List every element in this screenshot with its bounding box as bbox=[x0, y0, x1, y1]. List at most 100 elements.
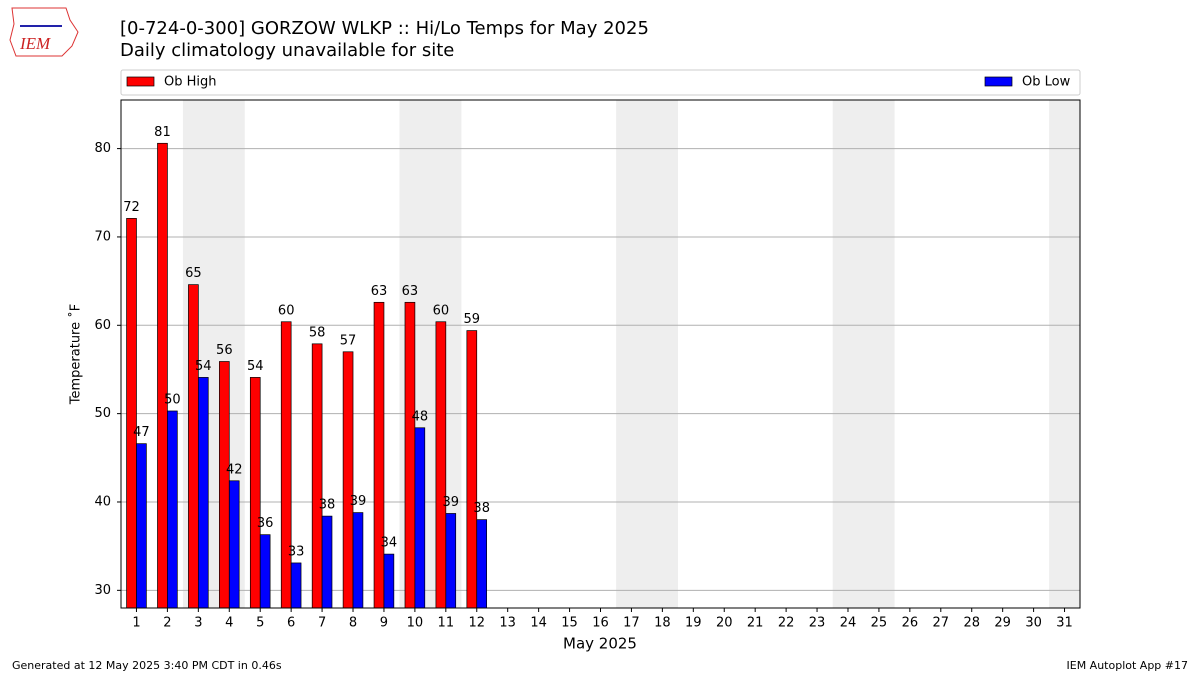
x-tick-label: 6 bbox=[287, 616, 295, 631]
x-tick-label: 15 bbox=[561, 616, 578, 631]
plot-frame bbox=[120, 99, 1081, 609]
x-tick-label: 31 bbox=[1056, 616, 1073, 631]
data-label: 54 bbox=[195, 359, 212, 374]
bar bbox=[290, 562, 302, 609]
legend bbox=[120, 69, 1081, 96]
y-tick-label: 40 bbox=[94, 494, 111, 509]
bar bbox=[466, 330, 478, 609]
data-label: 38 bbox=[473, 501, 490, 516]
bar bbox=[321, 515, 333, 609]
bar bbox=[188, 284, 199, 609]
x-tick-label: 11 bbox=[438, 616, 455, 631]
data-label: 65 bbox=[185, 266, 202, 281]
x-tick-label: 26 bbox=[902, 616, 919, 631]
bar bbox=[342, 351, 354, 609]
data-label: 58 bbox=[309, 325, 326, 340]
data-label: 33 bbox=[288, 544, 305, 559]
x-tick-label: 16 bbox=[592, 616, 609, 631]
data-label: 63 bbox=[402, 284, 419, 299]
x-tick-label: 27 bbox=[933, 616, 950, 631]
x-tick-label: 4 bbox=[225, 616, 233, 631]
bar bbox=[219, 361, 230, 609]
bar bbox=[414, 427, 426, 609]
data-label: 81 bbox=[154, 125, 171, 140]
x-tick-label: 30 bbox=[1025, 616, 1042, 631]
data-label: 54 bbox=[247, 359, 264, 374]
data-label: 39 bbox=[350, 494, 367, 509]
bar bbox=[476, 519, 488, 609]
bar bbox=[259, 534, 271, 609]
x-tick-label: 14 bbox=[530, 616, 547, 631]
y-tick-label: 50 bbox=[94, 406, 111, 421]
data-label: 48 bbox=[412, 409, 429, 424]
bar bbox=[136, 443, 147, 609]
bar bbox=[228, 480, 240, 609]
x-tick-label: 28 bbox=[963, 616, 980, 631]
x-tick-label: 13 bbox=[499, 616, 516, 631]
x-tick-label: 25 bbox=[871, 616, 888, 631]
x-tick-label: 20 bbox=[716, 616, 733, 631]
data-label: 72 bbox=[123, 200, 140, 215]
data-label: 59 bbox=[464, 312, 481, 327]
data-label: 57 bbox=[340, 333, 357, 348]
x-tick-label: 29 bbox=[994, 616, 1011, 631]
legend-label: Ob Low bbox=[1022, 75, 1071, 90]
y-tick-label: 30 bbox=[94, 583, 111, 598]
legend-swatch bbox=[984, 76, 1013, 87]
x-tick-label: 21 bbox=[747, 616, 764, 631]
x-tick-label: 12 bbox=[468, 616, 485, 631]
x-tick-label: 17 bbox=[623, 616, 640, 631]
legend-label: Ob High bbox=[164, 75, 217, 90]
y-tick-label: 80 bbox=[94, 141, 111, 156]
data-label: 50 bbox=[164, 392, 181, 407]
bar bbox=[352, 512, 364, 609]
data-label: 63 bbox=[371, 284, 388, 299]
x-tick-label: 10 bbox=[407, 616, 424, 631]
x-tick-label: 2 bbox=[163, 616, 171, 631]
bar bbox=[157, 142, 168, 609]
bar bbox=[311, 343, 323, 609]
x-tick-label: 19 bbox=[685, 616, 702, 631]
bar bbox=[445, 513, 457, 609]
x-tick-label: 3 bbox=[194, 616, 202, 631]
x-tick-label: 5 bbox=[256, 616, 264, 631]
bar bbox=[383, 553, 395, 609]
svg-text:IEM: IEM bbox=[19, 34, 51, 53]
bar bbox=[435, 321, 447, 609]
data-label: 56 bbox=[216, 343, 233, 358]
footer-left: Generated at 12 May 2025 3:40 PM CDT in … bbox=[12, 659, 282, 672]
x-tick-label: 9 bbox=[380, 616, 388, 631]
x-axis-label: May 2025 bbox=[563, 635, 637, 653]
x-tick-label: 1 bbox=[132, 616, 140, 631]
data-label: 60 bbox=[278, 303, 295, 318]
data-label: 42 bbox=[226, 462, 243, 477]
data-label: 34 bbox=[381, 536, 398, 551]
bar bbox=[280, 321, 292, 609]
bar bbox=[249, 377, 261, 609]
data-label: 39 bbox=[442, 495, 459, 510]
footer-right: IEM Autoplot App #17 bbox=[1067, 659, 1189, 672]
y-tick-label: 70 bbox=[94, 229, 111, 244]
data-label: 60 bbox=[433, 303, 450, 318]
bar bbox=[197, 377, 209, 609]
bar bbox=[373, 301, 385, 609]
x-tick-label: 18 bbox=[654, 616, 671, 631]
x-tick-label: 23 bbox=[809, 616, 826, 631]
x-tick-label: 24 bbox=[840, 616, 857, 631]
y-axis-label: Temperature ˚F bbox=[68, 304, 84, 405]
data-label: 36 bbox=[257, 516, 274, 531]
logo: IEM bbox=[9, 7, 79, 57]
bar bbox=[167, 410, 178, 609]
bar bbox=[404, 301, 416, 609]
bar bbox=[126, 218, 137, 609]
x-tick-label: 8 bbox=[349, 616, 357, 631]
x-tick-label: 7 bbox=[318, 616, 326, 631]
y-tick-label: 60 bbox=[94, 318, 111, 333]
x-tick-label: 22 bbox=[778, 616, 795, 631]
data-label: 38 bbox=[319, 498, 336, 513]
data-label: 47 bbox=[133, 425, 150, 440]
chart-subtitle: Daily climatology unavailable for site bbox=[120, 40, 454, 61]
chart-title: [0-724-0-300] GORZOW WLKP :: Hi/Lo Temps… bbox=[120, 18, 649, 39]
legend-swatch bbox=[126, 76, 155, 87]
